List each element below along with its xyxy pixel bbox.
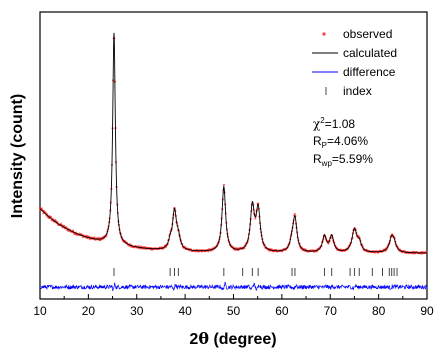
observed-point xyxy=(222,183,226,186)
x-tick-label: 70 xyxy=(324,304,338,318)
x-tick-label: 80 xyxy=(372,304,386,318)
rwp-text: Rwp=5.59% xyxy=(313,152,373,168)
x-tick-label: 90 xyxy=(420,304,434,318)
legend-calculated-label: calculated xyxy=(343,46,397,60)
calculated-line xyxy=(39,32,427,254)
x-tick-label: 60 xyxy=(275,304,289,318)
legend-difference-label: difference xyxy=(343,65,396,79)
x-tick-label: 40 xyxy=(178,304,192,318)
difference-series xyxy=(39,281,428,292)
observed-point xyxy=(98,236,101,240)
index-ticks xyxy=(113,268,398,276)
legend: observed calculated difference index xyxy=(312,27,397,98)
fit-statistics: χ2=1.08 RP=4.06% Rwp=5.59% xyxy=(313,116,373,168)
x-axis-label: 2θ (degree) xyxy=(189,329,276,348)
chi-squared-text: χ2=1.08 xyxy=(313,116,355,131)
difference-line xyxy=(39,281,428,292)
legend-observed-marker xyxy=(322,32,326,36)
calculated-series xyxy=(39,32,427,254)
x-tick-label: 10 xyxy=(33,304,47,318)
observed-point xyxy=(293,212,296,216)
x-axis-ticks: 10 20 30 40 50 60 70 80 90 xyxy=(33,294,434,318)
x-tick-label: 50 xyxy=(227,304,241,318)
x-tick-label: 30 xyxy=(130,304,144,318)
legend-index-label: index xyxy=(343,84,372,98)
observed-point xyxy=(40,207,43,210)
observed-point xyxy=(254,217,257,220)
y-axis-label: Intensity (count) xyxy=(9,94,26,218)
x-tick-label: 20 xyxy=(82,304,96,318)
rp-text: RP=4.06% xyxy=(313,134,368,150)
observed-point xyxy=(85,234,89,238)
legend-observed-label: observed xyxy=(343,27,392,41)
